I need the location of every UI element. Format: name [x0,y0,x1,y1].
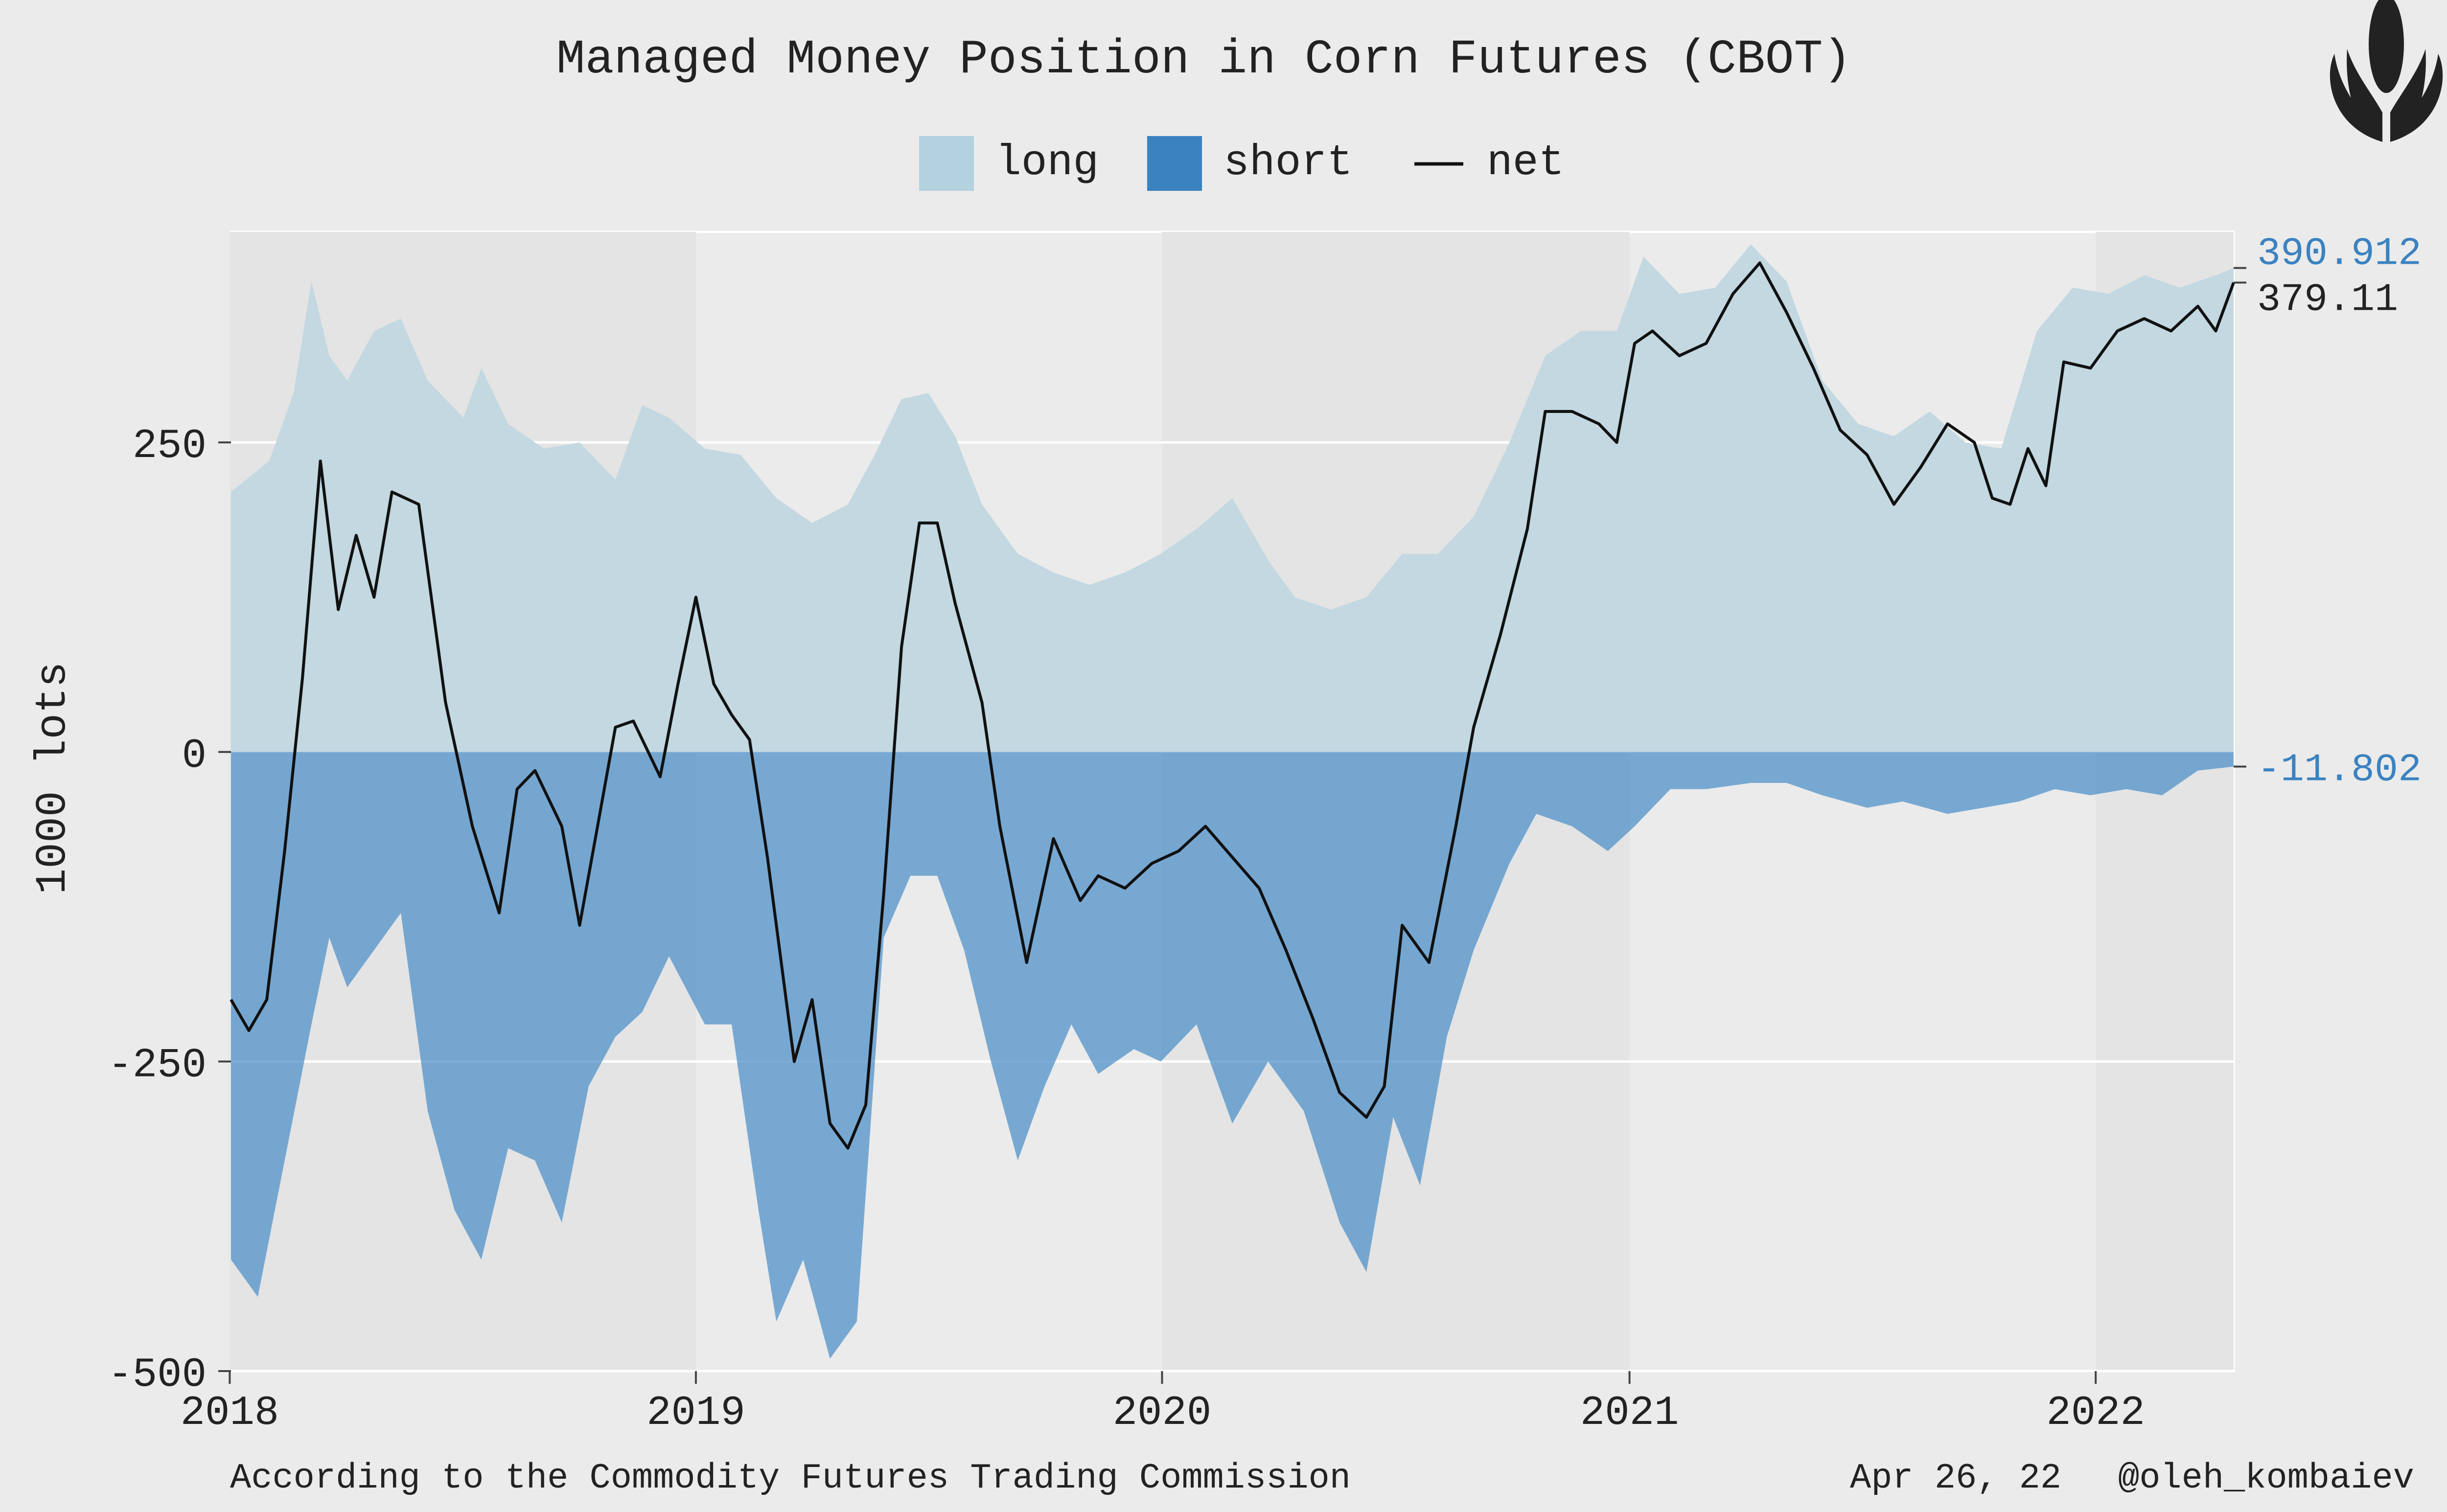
y-tick-label: -500 [108,1352,207,1398]
y-tick-label: 0 [182,733,207,779]
legend-label-net: net [1487,139,1564,187]
x-tick-label: 2020 [1113,1390,1212,1437]
x-axis-ticks: 2018 2019 2020 2021 2022 [181,1371,2145,1437]
legend-label-short: short [1224,139,1353,187]
long-area [231,244,2234,752]
footer-source: According to the Commodity Futures Tradi… [230,1458,1351,1498]
short-area [231,752,2234,1359]
legend-swatch-short [1147,136,1202,191]
y-tick-label: 250 [133,423,207,470]
y-axis-ticks: 250 0 -250 -500 [108,423,231,1398]
plot-area [230,230,2235,1373]
y-axis-label: 1000 lots [29,662,78,894]
chart-title: Managed Money Position in Corn Futures (… [556,33,1851,87]
legend-swatch-long [919,136,974,191]
legend-label-long: long [995,139,1099,187]
x-tick-label: 2021 [1580,1390,1679,1437]
x-tick-label: 2018 [181,1390,279,1437]
net-line [230,261,2235,1150]
y-tick-label: -250 [108,1042,207,1089]
end-label-net: 379.11 [2257,277,2398,322]
legend: long short net [919,136,1564,191]
footer-date: Apr 26, 22 [1850,1458,2061,1498]
end-label-long: 390.912 [2257,232,2422,276]
end-label-short: -11.802 [2257,748,2422,793]
x-tick-label: 2022 [2046,1390,2145,1437]
x-tick-label: 2019 [646,1390,745,1437]
corn-icon [2330,0,2443,142]
footer-author: @oleh_kombaiev [2118,1458,2414,1498]
